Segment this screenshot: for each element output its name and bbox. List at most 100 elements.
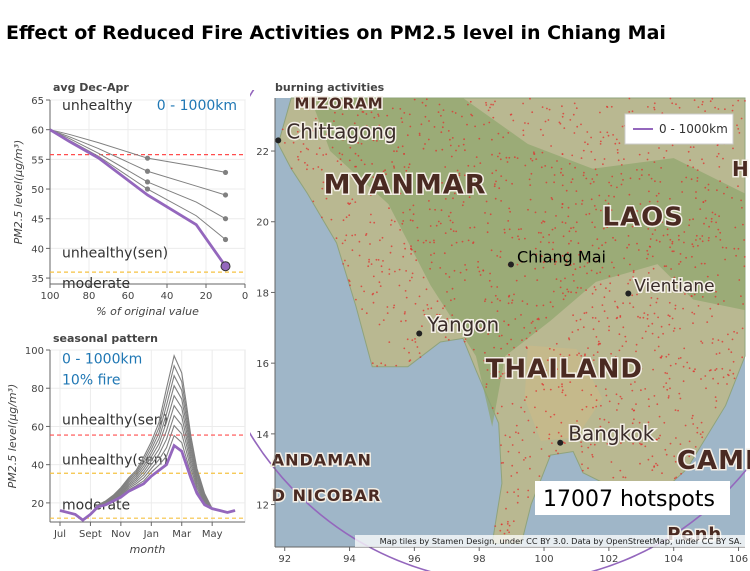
hotspot-point — [454, 112, 457, 114]
threshold-label: unhealthy — [62, 98, 132, 114]
hotspot-point — [351, 234, 354, 237]
hotspot-point — [440, 114, 442, 117]
hotspot-point — [559, 280, 562, 282]
annotation-range: 0 - 1000km — [157, 98, 237, 114]
hotspot-point — [471, 114, 474, 117]
hotspot-point — [667, 210, 670, 212]
hotspot-point — [533, 370, 535, 372]
hotspot-point — [436, 300, 439, 303]
hotspot-point — [510, 475, 513, 477]
hotspot-point — [540, 232, 542, 234]
hotspot-point — [620, 442, 622, 445]
hotspot-point — [612, 236, 614, 239]
hotspot-point — [543, 388, 545, 391]
hotspot-point — [365, 312, 368, 315]
hotspot-point — [569, 119, 572, 121]
hotspot-point — [523, 459, 525, 461]
hotspot-point — [404, 290, 407, 292]
hotspot-point — [709, 100, 712, 103]
hotspot-point — [699, 208, 702, 210]
hotspot-point — [448, 215, 450, 218]
hotspot-point — [515, 431, 517, 434]
hotspot-point — [503, 231, 506, 234]
hotspot-point — [584, 141, 586, 144]
hotspot-point — [690, 178, 693, 181]
region-label: MYANMAR — [324, 169, 487, 200]
hotspot-point — [595, 399, 598, 402]
hotspot-point — [697, 305, 700, 307]
hotspot-point — [601, 266, 604, 269]
hotspot-point — [508, 228, 511, 231]
hotspot-point — [631, 225, 634, 228]
hotspot-point — [619, 395, 622, 398]
hotspot-point — [348, 159, 351, 162]
hotspot-point — [673, 276, 676, 279]
hotspot-point — [322, 181, 325, 184]
hotspot-point — [653, 465, 656, 468]
hotspot-point — [375, 258, 378, 261]
hotspot-point — [510, 338, 512, 341]
hotspot-point — [548, 108, 551, 111]
y-tick-label: 40 — [31, 244, 44, 255]
hotspot-point — [340, 99, 343, 101]
hotspot-point — [450, 244, 453, 247]
hotspot-point — [529, 198, 532, 201]
hotspot-point — [684, 424, 687, 427]
hotspot-point — [389, 251, 392, 254]
hotspot-point — [555, 260, 558, 263]
hotspot-point — [487, 222, 489, 225]
hotspot-point — [591, 453, 594, 456]
hotspot-point — [640, 367, 643, 370]
hotspot-point — [628, 243, 630, 246]
hotspot-point — [451, 314, 454, 316]
hotspot-point — [741, 327, 744, 330]
hotspot-point — [492, 116, 495, 119]
hotspot-point — [690, 286, 693, 289]
hotspot-point — [593, 205, 596, 207]
hotspot-point — [386, 114, 389, 117]
hotspot-point — [513, 293, 515, 296]
x-tick-label: 100 — [40, 291, 59, 302]
hotspot-point — [579, 427, 581, 430]
hotspot-point — [512, 119, 515, 122]
hotspot-point — [433, 252, 436, 255]
hotspot-point — [533, 431, 535, 434]
hotspot-point — [638, 287, 641, 290]
hotspot-point — [307, 108, 310, 111]
hotspot-point — [484, 351, 486, 354]
hotspot-point — [555, 449, 557, 452]
annotation-fire: 10% fire — [62, 372, 120, 388]
hotspot-point — [692, 322, 694, 325]
y-tick-label: 20 — [256, 218, 269, 229]
hotspot-point — [504, 434, 507, 437]
hotspot-point — [341, 113, 344, 116]
hotspot-point — [344, 259, 346, 262]
y-tick-label: 18 — [256, 288, 269, 299]
hotspot-point — [565, 263, 568, 266]
hotspot-point — [628, 97, 631, 100]
hotspot-point — [647, 272, 650, 274]
threshold-label: moderate — [62, 498, 130, 514]
hotspot-point — [741, 206, 743, 209]
hotspot-point — [710, 281, 712, 284]
hotspot-point — [691, 417, 693, 420]
hotspot-point — [665, 355, 668, 358]
hotspot-point — [653, 108, 656, 111]
hotspot-point — [585, 289, 587, 291]
hotspot-point — [441, 182, 443, 184]
hotspot-point — [431, 174, 434, 177]
hotspot-point — [666, 228, 669, 231]
hotspot-point — [398, 268, 401, 271]
hotspot-point — [594, 158, 596, 161]
hotspot-point — [561, 105, 563, 108]
hotspot-point — [321, 216, 323, 219]
hotspot-point — [636, 169, 638, 171]
hotspot-point — [564, 294, 567, 297]
hotspot-point — [281, 128, 284, 131]
hotspot-point — [721, 367, 724, 370]
hotspot-point — [458, 172, 461, 175]
hotspot-point — [620, 172, 623, 175]
hotspot-point — [620, 183, 623, 186]
hotspot-point — [700, 378, 702, 380]
hotspot-point — [542, 220, 544, 223]
